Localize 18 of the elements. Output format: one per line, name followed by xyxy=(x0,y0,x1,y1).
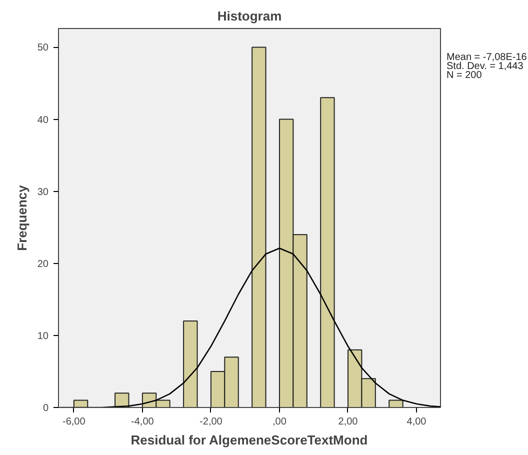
x-tick-label: -2,00 xyxy=(200,416,223,428)
text: Mean = -7,08E-16 xyxy=(446,52,528,63)
y-tick-label: 50 xyxy=(37,42,49,54)
x-tick-label: -4,00 xyxy=(131,416,154,428)
y-tick-label: 0 xyxy=(42,403,49,414)
x-tick-label: 4,00 xyxy=(406,416,427,428)
y-tick-label: 30 xyxy=(37,186,49,198)
y-tick-label: 10 xyxy=(37,330,49,342)
y-tick-label: 20 xyxy=(37,258,49,270)
x-tick-label: ,00 xyxy=(272,416,287,428)
y-axis-title: Frequency xyxy=(14,184,30,251)
text: N = 200 xyxy=(446,70,482,82)
chart-title: Histogram xyxy=(217,8,282,24)
x-tick-label: -6,00 xyxy=(62,416,86,428)
x-tick-label: 2,00 xyxy=(338,416,358,428)
x-axis-title: Residual for AlgemeneScoreTextMond xyxy=(130,432,368,448)
text: Std. Dev. = 1,443 xyxy=(446,60,524,72)
y-tick-label: 40 xyxy=(37,114,49,126)
